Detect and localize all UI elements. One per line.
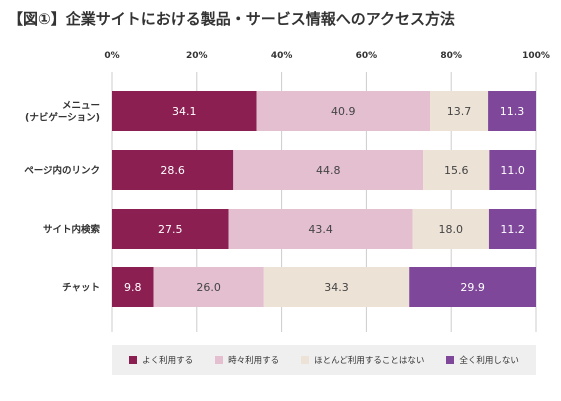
legend-swatch — [446, 356, 455, 364]
data-label: 43.4 — [308, 223, 333, 236]
bar-segment — [409, 267, 536, 307]
legend: よく利用する 時々利用する ほとんど利用することはない 全く利用しない — [112, 345, 536, 375]
x-tick-label: 40% — [271, 51, 293, 61]
data-label: 9.8 — [124, 281, 142, 294]
legend-label: 時々利用する — [228, 356, 280, 366]
data-label: 34.1 — [172, 105, 197, 118]
legend-swatch — [215, 356, 224, 364]
bar-segment — [412, 209, 489, 249]
category-label: メニュー — [62, 101, 100, 112]
bar-segment — [488, 209, 537, 249]
data-label: 28.6 — [160, 164, 185, 177]
chart-title: 【図①】企業サイトにおける製品・サービス情報へのアクセス方法 — [8, 10, 455, 28]
bar-segment — [112, 267, 154, 307]
x-tick-label: 20% — [186, 51, 208, 61]
category-label: ページ内のリンク — [24, 165, 100, 177]
bar-segment — [256, 91, 430, 131]
bar-segment — [153, 267, 264, 307]
data-label: 15.6 — [444, 164, 469, 177]
bar-segment — [112, 209, 229, 249]
category-label: サイト内検索 — [43, 224, 101, 236]
legend-item: ほとんど利用することはない — [301, 354, 424, 366]
legend-item: よく利用する — [129, 354, 193, 366]
data-label: 11.0 — [500, 164, 525, 177]
bar-segment — [233, 150, 424, 190]
legend-item: 時々利用する — [215, 354, 279, 366]
x-tick-label: 0% — [104, 51, 119, 61]
data-label: 40.9 — [331, 105, 356, 118]
legend-label: ほとんど利用することはない — [314, 356, 425, 366]
data-label: 18.0 — [439, 223, 464, 236]
data-label: 34.3 — [324, 281, 349, 294]
bar-segment — [423, 150, 490, 190]
data-label: 29.9 — [460, 281, 485, 294]
data-label: 26.0 — [196, 281, 221, 294]
bar-segment — [488, 91, 536, 131]
data-label: 44.8 — [316, 164, 341, 177]
category-label: (ナビゲーション) — [25, 112, 100, 124]
bar-segment — [112, 150, 234, 190]
category-label: チャット — [62, 283, 100, 294]
x-tick-label: 80% — [440, 51, 462, 61]
x-tick-label: 60% — [356, 51, 378, 61]
bar-segment — [112, 91, 257, 131]
data-label: 11.2 — [500, 223, 525, 236]
legend-label: 全く利用しない — [459, 356, 519, 366]
data-label: 27.5 — [158, 223, 183, 236]
legend-label: よく利用する — [142, 356, 194, 366]
x-tick-label: 100% — [522, 51, 550, 61]
data-label: 13.7 — [447, 105, 472, 118]
legend-item: 全く利用しない — [446, 354, 519, 366]
legend-swatch — [301, 356, 310, 364]
bar-segment — [489, 150, 536, 190]
legend-swatch — [129, 356, 138, 364]
bar-segment — [430, 91, 489, 131]
bar-segment — [228, 209, 413, 249]
bar-segment — [263, 267, 410, 307]
data-label: 11.3 — [500, 105, 525, 118]
